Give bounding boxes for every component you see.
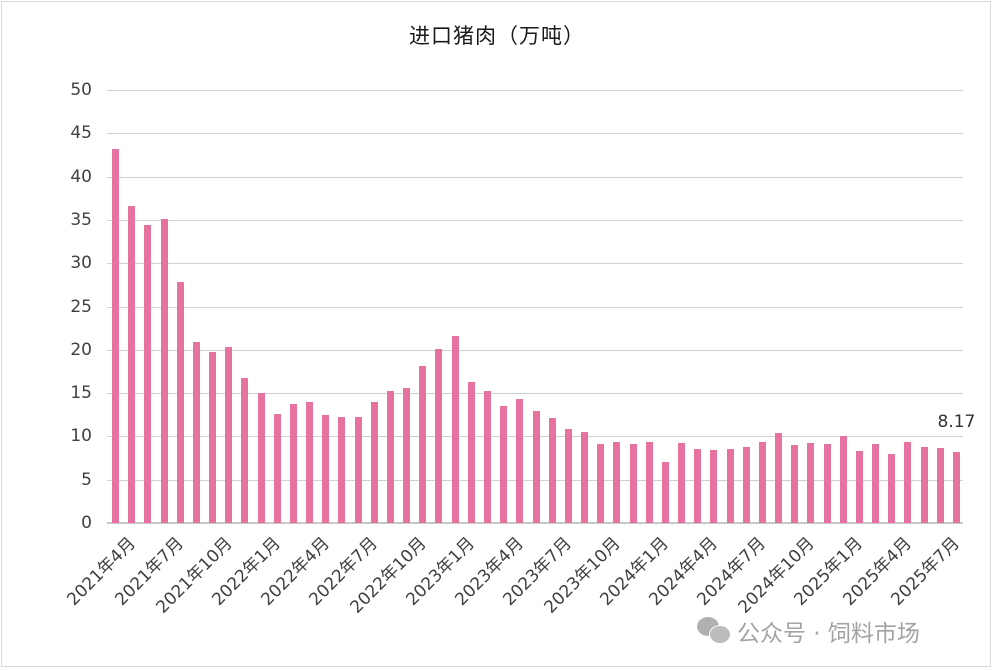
bar xyxy=(597,444,605,523)
bar xyxy=(370,401,378,523)
bar xyxy=(758,441,766,523)
gridline xyxy=(107,306,963,308)
y-tick-label: 25 xyxy=(70,296,92,317)
watermark: 公众号 · 饲料市场 xyxy=(697,614,920,648)
y-tick-label: 20 xyxy=(70,339,92,360)
bar xyxy=(419,366,427,523)
y-tick-label: 50 xyxy=(70,80,92,100)
bar xyxy=(144,225,152,523)
bar xyxy=(322,414,330,523)
bar xyxy=(532,411,540,523)
y-tick-label: 0 xyxy=(81,513,92,533)
bar xyxy=(386,390,394,523)
bar xyxy=(112,148,119,523)
bar xyxy=(257,393,265,523)
y-tick-label: 35 xyxy=(70,209,92,230)
bar xyxy=(839,436,847,523)
data-label: 8.17 xyxy=(937,412,976,433)
bar xyxy=(872,444,880,523)
bar xyxy=(694,448,702,523)
gridline xyxy=(107,90,963,91)
bar xyxy=(467,381,475,523)
y-tick-label: 5 xyxy=(81,469,92,490)
bar xyxy=(613,442,621,523)
wechat-icon xyxy=(697,617,731,645)
bar xyxy=(936,447,944,523)
bar xyxy=(920,446,928,523)
bar xyxy=(289,404,297,523)
bar xyxy=(241,378,249,523)
bar xyxy=(953,452,960,523)
bar xyxy=(516,399,524,523)
bar xyxy=(209,351,217,523)
y-tick-label: 15 xyxy=(70,383,92,404)
y-tick-label: 10 xyxy=(70,426,92,447)
bar xyxy=(645,441,653,523)
watermark-text: 公众号 · 饲料市场 xyxy=(737,621,920,647)
gridline xyxy=(107,219,963,221)
bar xyxy=(710,450,718,523)
gridline xyxy=(107,349,963,351)
bar xyxy=(678,443,686,523)
bar xyxy=(176,282,184,523)
bar xyxy=(629,444,637,523)
bar xyxy=(451,335,459,523)
bar xyxy=(403,387,411,523)
gridline xyxy=(107,263,963,265)
bar xyxy=(306,401,314,523)
y-tick-label: 45 xyxy=(70,123,92,144)
bar xyxy=(564,428,572,523)
bar xyxy=(661,462,669,523)
bar xyxy=(354,417,362,523)
bar xyxy=(904,442,912,523)
bar xyxy=(888,453,896,523)
bar xyxy=(807,443,815,523)
gridline xyxy=(107,176,963,178)
bar xyxy=(823,444,831,523)
bar xyxy=(726,449,734,523)
y-tick-label: 40 xyxy=(70,166,92,187)
x-axis-line xyxy=(107,522,963,524)
bar xyxy=(500,406,508,523)
bar xyxy=(435,348,443,523)
bar xyxy=(273,413,281,523)
bar xyxy=(581,432,589,523)
bar xyxy=(225,347,233,523)
bar xyxy=(192,342,200,523)
bar xyxy=(548,418,556,523)
bar xyxy=(128,206,136,523)
bar xyxy=(742,446,750,523)
y-tick-label: 30 xyxy=(70,253,92,274)
bar xyxy=(483,391,491,523)
bar xyxy=(775,432,783,523)
bar xyxy=(855,451,863,523)
gridline xyxy=(107,133,963,135)
gridline xyxy=(107,393,963,395)
bar xyxy=(338,417,346,523)
bar xyxy=(791,445,799,523)
chart-title: 进口猪肉（万吨） xyxy=(409,24,585,48)
bar xyxy=(160,219,168,523)
